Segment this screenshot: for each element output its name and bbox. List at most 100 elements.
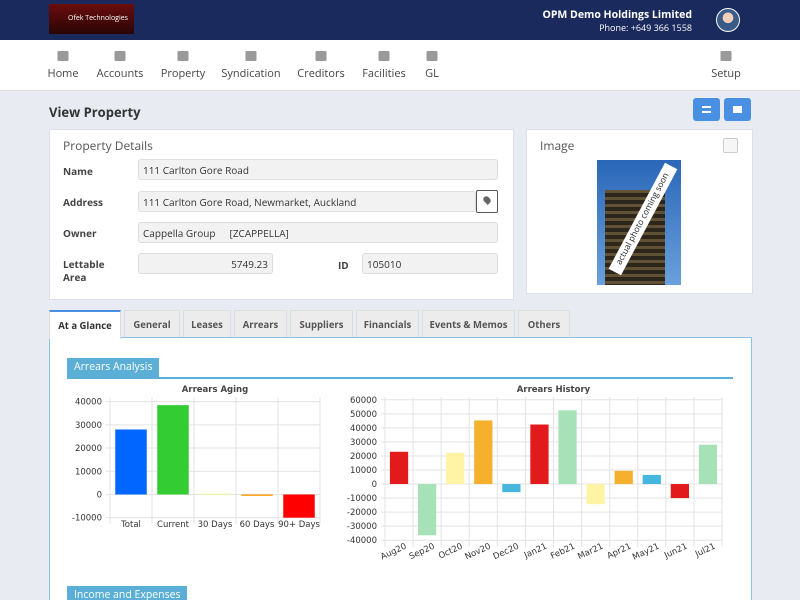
owner-input[interactable]: Cappella Group [ZCAPPELLA] bbox=[138, 222, 498, 243]
x-tick-label: 60 Days bbox=[240, 520, 275, 530]
tab[interactable]: Arrears bbox=[234, 310, 287, 337]
x-tick-label: May21 bbox=[631, 542, 661, 562]
bar bbox=[530, 424, 549, 485]
tab[interactable]: Events & Memos bbox=[422, 310, 515, 337]
nav-icon bbox=[378, 51, 390, 61]
x-tick-label: Aug20 bbox=[379, 542, 408, 562]
field-label: ID bbox=[338, 258, 349, 272]
y-tick-label: -10000 bbox=[72, 514, 102, 524]
bar bbox=[417, 484, 437, 536]
tab[interactable]: General bbox=[124, 310, 180, 337]
field-label: Lettable Area bbox=[63, 257, 105, 284]
nav-icon bbox=[57, 51, 69, 61]
field-label: Owner bbox=[63, 226, 97, 240]
field-label: Address bbox=[63, 195, 103, 209]
avatar[interactable] bbox=[716, 8, 740, 32]
nav-icon bbox=[114, 51, 126, 61]
map-button[interactable] bbox=[476, 190, 498, 213]
address-input[interactable]: 111 Carlton Gore Road, Newmarket, Auckla… bbox=[138, 191, 476, 212]
x-tick-label: Mar21 bbox=[576, 542, 605, 562]
y-tick-label: 40000 bbox=[75, 398, 102, 408]
property-image: actual photo coming soon bbox=[597, 160, 681, 285]
nav-icon bbox=[315, 51, 327, 61]
menu-button[interactable] bbox=[693, 98, 720, 121]
y-tick-label: -30000 bbox=[347, 522, 377, 532]
nav-icon bbox=[426, 51, 438, 61]
bar bbox=[446, 452, 465, 485]
tab[interactable]: Leases bbox=[183, 310, 231, 337]
bar bbox=[614, 470, 633, 485]
x-tick-label: 30 Days bbox=[198, 520, 233, 530]
nav-item[interactable]: Accounts bbox=[96, 66, 144, 81]
name-input[interactable]: 111 Carlton Gore Road bbox=[138, 159, 498, 180]
logo[interactable]: Ofek Technologies bbox=[49, 4, 134, 34]
card-title: Image bbox=[540, 137, 575, 154]
bar bbox=[199, 493, 231, 495]
y-tick-label: -10000 bbox=[347, 494, 377, 504]
phone: Phone: +649 366 1558 bbox=[599, 21, 692, 34]
card-title: Property Details bbox=[63, 137, 153, 154]
bar bbox=[642, 474, 661, 485]
tab[interactable]: Suppliers bbox=[290, 310, 353, 337]
y-tick-label: 20000 bbox=[75, 444, 102, 454]
company: OPM Demo Holdings Limited bbox=[542, 8, 692, 22]
id-input[interactable]: 105010 bbox=[362, 253, 498, 274]
nav-bar bbox=[0, 40, 800, 91]
y-tick-label: 20000 bbox=[350, 452, 377, 462]
x-tick-label: Sep20 bbox=[408, 542, 437, 562]
chart-title: Arrears Aging bbox=[182, 385, 248, 395]
x-tick-label: Nov20 bbox=[463, 542, 492, 562]
nav-item[interactable]: Setup bbox=[711, 66, 741, 81]
x-tick-label: Total bbox=[120, 520, 141, 530]
y-tick-label: 50000 bbox=[350, 410, 377, 420]
bar bbox=[670, 484, 690, 499]
bar bbox=[283, 494, 315, 518]
tab[interactable]: Financials bbox=[356, 310, 419, 337]
nav-icon bbox=[720, 51, 732, 61]
x-tick-label: Current bbox=[157, 520, 190, 530]
history-chart: Arrears History -40000 -30000 -20000 -10000 0… bbox=[347, 385, 723, 562]
nav-item[interactable]: Home bbox=[47, 66, 79, 81]
bar bbox=[558, 410, 577, 485]
owner-code: [ZCAPPELLA] bbox=[229, 226, 289, 240]
nav-item[interactable]: Property bbox=[160, 66, 206, 81]
nav-icon bbox=[177, 51, 189, 61]
y-tick-label: 30000 bbox=[75, 421, 102, 431]
y-tick-label: 60000 bbox=[350, 396, 377, 406]
y-tick-label: 40000 bbox=[350, 424, 377, 434]
bar bbox=[115, 429, 147, 495]
area-input[interactable]: 5749.23 bbox=[138, 253, 273, 274]
y-tick-label: -20000 bbox=[347, 508, 377, 518]
x-tick-label: Jan21 bbox=[522, 542, 549, 562]
nav-item[interactable]: Facilities bbox=[362, 66, 406, 81]
bar bbox=[241, 494, 273, 496]
nav-item[interactable]: Creditors bbox=[297, 66, 345, 81]
bar bbox=[389, 451, 409, 485]
y-tick-label: 0 bbox=[97, 490, 102, 500]
bar bbox=[698, 444, 718, 485]
print-button[interactable] bbox=[724, 98, 751, 121]
bar bbox=[502, 484, 521, 493]
x-tick-label: Dec20 bbox=[492, 542, 521, 562]
tab[interactable]: Others bbox=[518, 310, 570, 337]
aging-chart: Arrears Aging -10000 0 10000 20000 30000 40000… bbox=[72, 385, 321, 530]
y-tick-label: 0 bbox=[372, 480, 377, 490]
y-tick-label: -40000 bbox=[347, 536, 377, 546]
property-card bbox=[49, 129, 514, 300]
y-tick-label: 30000 bbox=[350, 438, 377, 448]
x-tick-label: 90+ Days bbox=[278, 520, 320, 530]
chart-title: Arrears History bbox=[517, 385, 591, 395]
tab[interactable]: At a Glance bbox=[49, 310, 121, 339]
page-title: View Property bbox=[49, 103, 141, 121]
nav-icon bbox=[245, 51, 257, 61]
section-rule bbox=[67, 377, 733, 379]
x-tick-label: Jul21 bbox=[693, 542, 717, 560]
image-menu[interactable] bbox=[723, 138, 738, 153]
section-header: Income and Expenses bbox=[67, 586, 188, 600]
field-label: Name bbox=[63, 164, 93, 178]
nav-item[interactable]: Syndication bbox=[221, 66, 281, 81]
owner-name: Cappella Group bbox=[143, 226, 216, 240]
nav-item[interactable]: GL bbox=[425, 66, 439, 81]
bar bbox=[586, 484, 605, 505]
